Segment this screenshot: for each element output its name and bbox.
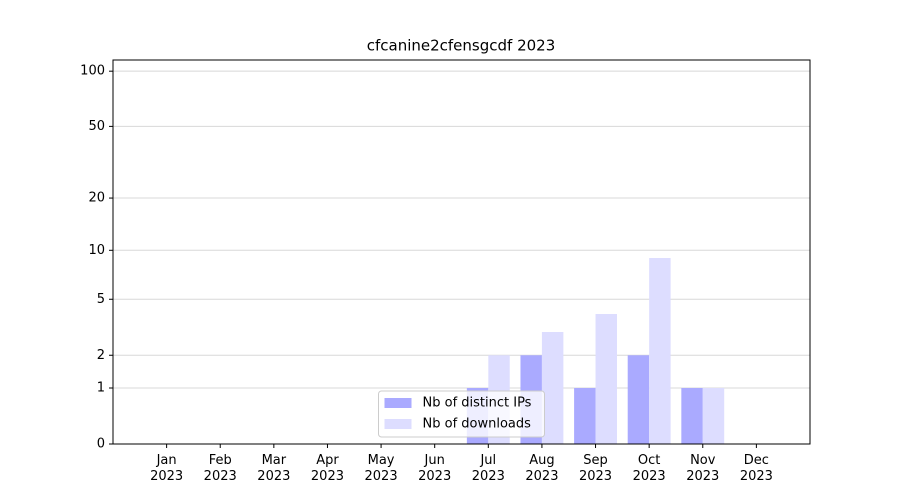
x-tick-label: Apr 2023 bbox=[310, 453, 344, 484]
plot-frame bbox=[112, 59, 811, 445]
legend-label: Nb of distinct IPs bbox=[423, 396, 532, 411]
y-tick-label: 20 bbox=[88, 191, 105, 206]
y-tick-label: 10 bbox=[88, 243, 105, 258]
y-tick-label: 5 bbox=[97, 292, 105, 307]
bar bbox=[627, 355, 650, 444]
bar bbox=[702, 388, 725, 444]
x-tick-label: Mar 2023 bbox=[257, 453, 291, 484]
legend: Nb of distinct IPs Nb of downloads bbox=[378, 390, 545, 438]
y-tick-label: 100 bbox=[80, 64, 105, 79]
bar bbox=[681, 388, 703, 444]
x-tick-label: Feb 2023 bbox=[203, 453, 237, 484]
bar bbox=[595, 313, 617, 444]
x-tick-label: Jun 2023 bbox=[418, 453, 452, 484]
y-tick-label: 0 bbox=[97, 437, 105, 452]
legend-swatch bbox=[384, 419, 412, 429]
legend-label: Nb of downloads bbox=[423, 417, 532, 432]
bar bbox=[541, 332, 564, 444]
x-tick-label: Nov 2023 bbox=[686, 453, 720, 484]
x-tick-label: Sep 2023 bbox=[578, 453, 613, 484]
legend-swatch bbox=[384, 398, 412, 408]
x-tick-label: Oct 2023 bbox=[632, 453, 666, 484]
bar bbox=[649, 257, 671, 444]
x-tick-label: Aug 2023 bbox=[525, 453, 559, 484]
bar bbox=[574, 388, 596, 444]
y-tick-label: 50 bbox=[88, 119, 105, 134]
x-tick-label: May 2023 bbox=[364, 453, 398, 484]
legend-box bbox=[378, 390, 545, 438]
x-tick-label: Dec 2023 bbox=[739, 453, 773, 484]
x-tick-label: Jan 2023 bbox=[150, 453, 184, 484]
x-tick-label: Jul 2023 bbox=[471, 453, 505, 484]
y-tick-label: 2 bbox=[97, 348, 105, 363]
y-tick-label: 1 bbox=[97, 381, 105, 396]
chart-title: cfcanine2cfensgcdf 2023 bbox=[367, 37, 556, 55]
